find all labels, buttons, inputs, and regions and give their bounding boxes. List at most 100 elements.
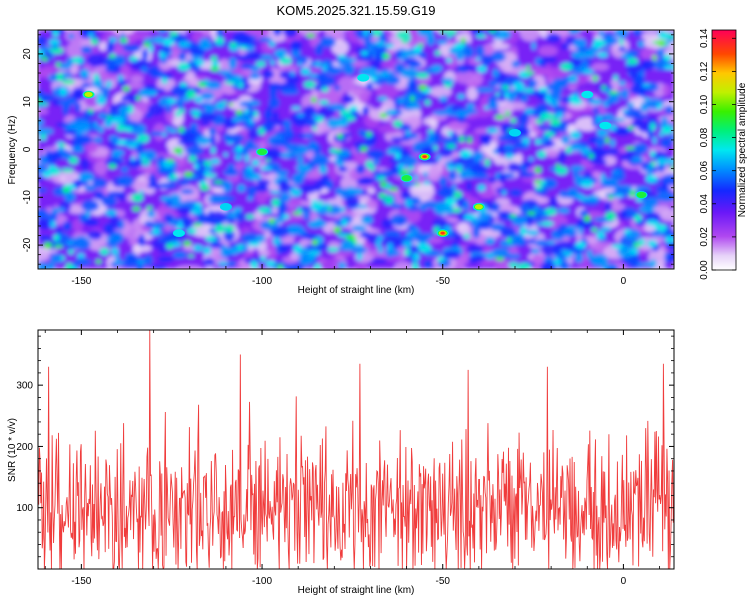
heatmap-cyan-spot <box>446 57 453 63</box>
heatmap-cyan-spot <box>633 214 642 223</box>
heatmap-cyan-spot <box>85 210 91 219</box>
heatmap-peak <box>472 203 485 211</box>
heatmap-mid-spot <box>316 75 336 87</box>
heatmap-cyan-spot <box>268 40 276 48</box>
heatmap-cyan-spot <box>613 117 626 122</box>
heatmap-cyan-spot <box>233 207 243 213</box>
heatmap-cyan-spot <box>238 81 244 89</box>
heatmap-mid-spot <box>87 230 102 241</box>
heatmap-cyan-spot <box>446 30 458 36</box>
heatmap-mid-spot <box>278 179 288 190</box>
heatmap-mid-spot <box>351 225 367 232</box>
heatmap-mid-spot <box>505 253 521 260</box>
heatmap-green-spot <box>458 135 465 143</box>
heatmap-cyan-spot <box>175 110 182 118</box>
heatmap-cyan-spot <box>308 250 321 256</box>
heatmap-cyan-spot <box>265 260 276 267</box>
heatmap-cyan-spot <box>485 237 496 245</box>
heatmap-cyan-spot <box>322 63 328 73</box>
snr-background <box>38 330 674 569</box>
heatmap-mid-spot <box>534 239 548 247</box>
heatmap-mid-spot <box>319 36 336 48</box>
heatmap-green-spot <box>95 259 102 264</box>
heatmap-green-spot <box>306 33 316 38</box>
heatmap-cyan-spot <box>394 151 401 160</box>
heatmap-mid-spot <box>343 63 355 76</box>
heatmap-cyan-spot <box>313 263 322 269</box>
heatmap-cyan-spot <box>649 150 656 158</box>
heatmap-mid-spot <box>611 169 621 176</box>
heatmap-cyan-spot <box>613 74 619 82</box>
heatmap-cyan-spot <box>246 165 254 172</box>
snr-x-tick-label: 0 <box>621 576 627 587</box>
heatmap-green-spot <box>167 159 175 163</box>
heatmap-cyan-spot <box>217 261 229 266</box>
heatmap-cyan-spot <box>528 157 535 162</box>
heatmap-green-spot <box>193 222 203 227</box>
heatmap-cyan-spot <box>535 138 542 145</box>
heatmap-mid-spot <box>246 185 258 197</box>
heatmap-green-spot <box>187 254 195 258</box>
heatmap-low-spot <box>531 67 551 76</box>
heatmap-mid-spot <box>204 104 216 114</box>
heatmap-mid-spot <box>46 212 58 223</box>
heatmap-peak-contour <box>422 155 427 158</box>
heatmap-low-spot <box>358 92 370 104</box>
heatmap-mid-spot <box>180 188 194 195</box>
heatmap-cyan-spot <box>441 78 455 84</box>
heatmap-mid-spot <box>498 172 506 184</box>
heatmap-mid-spot <box>604 201 612 211</box>
heatmap-cyan-spot <box>49 167 61 176</box>
heatmap-cyan-spot <box>434 50 441 56</box>
heatmap-cyan-spot <box>369 165 376 172</box>
heatmap-cyan-spot <box>312 113 319 120</box>
heatmap-mid-spot <box>240 232 260 244</box>
heatmap-mid-spot <box>126 158 144 168</box>
heatmap-cyan-spot <box>642 262 653 266</box>
heatmap-cyan-spot <box>60 256 65 261</box>
heatmap-mid-spot <box>518 112 530 126</box>
heatmap-cyan-spot <box>229 42 237 48</box>
heatmap-mid-spot <box>86 53 106 67</box>
heatmap-mid-spot <box>78 171 95 183</box>
heatmap-cyan-spot <box>195 58 205 67</box>
heatmap-mid-spot <box>614 30 629 38</box>
heatmap-low-spot <box>65 42 84 59</box>
heatmap-mid-spot <box>302 209 310 221</box>
heatmap-mid-spot <box>552 77 569 89</box>
snr-x-axis-label: Height of straight line (km) <box>298 585 415 596</box>
heatmap-mid-spot <box>475 45 485 58</box>
heatmap-cyan-spot <box>149 44 154 54</box>
heatmap-green-spot <box>310 96 317 103</box>
heatmap-cyan-spot <box>386 149 397 155</box>
heatmap-green-spot <box>495 256 505 261</box>
heatmap-cyan-spot <box>569 130 581 140</box>
heatmap-cyan-spot <box>339 109 352 116</box>
heatmap-green-spot <box>652 54 657 62</box>
heatmap-green-spot <box>418 84 428 91</box>
heatmap-green-spot <box>135 95 141 102</box>
heatmap-cyan-spot <box>93 121 98 130</box>
heatmap-mid-spot <box>200 92 215 101</box>
heatmap-cyan-spot <box>289 70 296 77</box>
heatmap-mid-spot <box>541 178 558 190</box>
heatmap-cyan-spot <box>65 262 73 269</box>
heatmap-mid-spot <box>188 49 206 55</box>
heatmap-cyan-spot <box>76 253 85 259</box>
heatmap-peak-contour <box>257 148 268 156</box>
heatmap-mid-spot <box>73 237 91 251</box>
heatmap-cyan-spot <box>316 60 321 68</box>
heatmap-mid-spot <box>143 254 154 266</box>
heatmap-cyan-spot <box>463 233 470 240</box>
heatmap-mid-spot <box>117 219 125 230</box>
heatmap-green-spot <box>268 218 276 225</box>
heatmap-low-spot <box>519 30 541 42</box>
heatmap-cyan-spot <box>178 41 191 47</box>
heatmap-peak-contour <box>357 74 370 82</box>
heatmap-green-spot <box>510 117 517 124</box>
heatmap-green-spot <box>53 244 64 249</box>
heatmap-cyan-spot <box>128 55 139 62</box>
heatmap-mid-spot <box>52 98 62 107</box>
heatmap-mid-spot <box>409 80 417 93</box>
heatmap-cyan-spot <box>246 196 254 201</box>
